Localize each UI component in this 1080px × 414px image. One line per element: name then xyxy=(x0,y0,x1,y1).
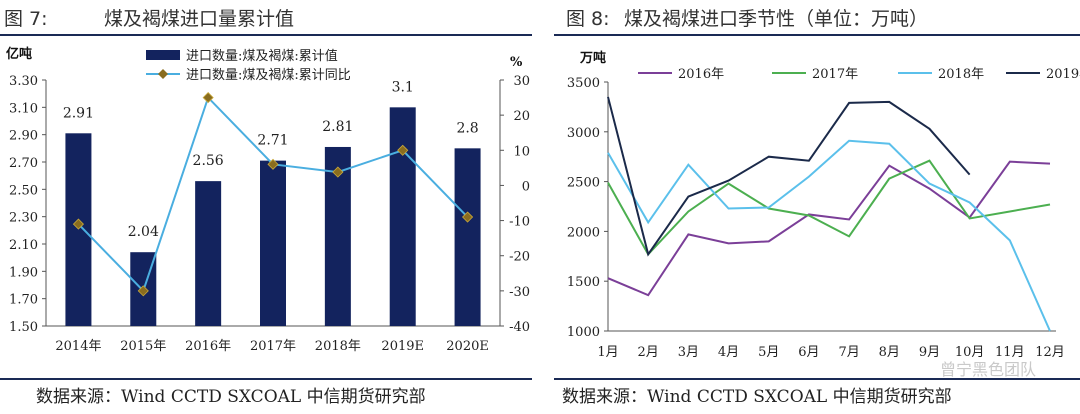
x-tick-label: 7月 xyxy=(838,345,859,360)
right-tick-label: -40 xyxy=(509,320,530,335)
legend-label: 2017年 xyxy=(812,67,858,82)
legend-line-label: 进口数量:煤及褐煤:累计同比 xyxy=(186,68,351,83)
yoy-marker-2018年 xyxy=(332,166,344,178)
left-tick-label: 2.30 xyxy=(9,211,38,226)
bar-data-label: 2.71 xyxy=(257,133,288,149)
left-tick-label: 1.50 xyxy=(9,320,38,335)
y-tick-label: 3000 xyxy=(567,126,600,141)
y-tick-label: 2000 xyxy=(567,225,600,240)
x-tick-label: 2016年 xyxy=(185,339,231,354)
y-tick-label: 1500 xyxy=(567,275,600,290)
left-tick-label: 1.70 xyxy=(9,293,38,308)
bar-2019E xyxy=(389,107,416,326)
yoy-marker-2014年 xyxy=(72,218,84,230)
source-note: 数据来源：Wind CCTD SXCOAL 中信期货研究部 xyxy=(562,387,952,407)
seasonal-import-chart: 万吨 1000 1500 2000 2500 3000 3500 1月 2月 3月 4月 5月 6月 7月… xyxy=(567,50,1080,360)
x-tick-label: 11月 xyxy=(995,345,1025,360)
x-tick-label: 2015年 xyxy=(120,339,166,354)
left-tick-label: 2.10 xyxy=(9,238,38,253)
bar-2017年 xyxy=(260,160,286,326)
left-tick-label: 2.90 xyxy=(9,129,38,144)
y-tick-label: 1000 xyxy=(567,325,600,340)
yoy-marker-2015年 xyxy=(137,285,149,297)
x-tick-label: 12月 xyxy=(1035,345,1065,360)
series-line-2018年 xyxy=(607,139,1051,332)
figure-8-title: 煤及褐煤进口季节性（单位：万吨） xyxy=(624,8,929,30)
bar-data-label: 2.8 xyxy=(456,120,478,136)
x-tick-label: 6月 xyxy=(798,345,819,360)
x-tick-label: 4月 xyxy=(718,345,739,360)
title-rule xyxy=(554,34,1080,36)
yoy-marker-2019E xyxy=(397,144,409,156)
y-axis-unit: 万吨 xyxy=(579,50,606,66)
title-rule xyxy=(0,34,532,36)
x-tick-label: 9月 xyxy=(919,345,940,360)
right-tick-label: 10 xyxy=(513,144,530,159)
left-tick-label: 3.30 xyxy=(9,74,38,89)
y-tick-label: 2500 xyxy=(567,176,600,191)
figure-8-label: 图 8: xyxy=(566,8,610,30)
bar-2020E xyxy=(454,148,481,326)
bar-data-label: 2.81 xyxy=(322,119,353,135)
bar-data-label: 2.91 xyxy=(63,105,94,121)
left-tick-label: 3.10 xyxy=(9,101,38,116)
legend-bar-swatch xyxy=(146,50,180,60)
x-tick-label: 2014年 xyxy=(55,339,101,354)
left-tick-label: 2.50 xyxy=(9,183,38,198)
left-tick-label: 1.90 xyxy=(9,265,38,280)
legend-bar-label: 进口数量:煤及褐煤:累计值 xyxy=(186,48,338,64)
legend-label: 2019年 xyxy=(1046,67,1080,82)
left-tick-label: 2.70 xyxy=(9,156,38,171)
source-note: 数据来源：Wind CCTD SXCOAL 中信期货研究部 xyxy=(36,387,426,407)
watermark: 曾宁黑色团队 xyxy=(939,360,1036,379)
x-tick-label: 2019E xyxy=(381,339,424,354)
yoy-marker-2017年 xyxy=(267,158,279,170)
bar-data-label: 2.04 xyxy=(128,224,159,240)
right-tick-label: 0 xyxy=(522,179,530,194)
x-tick-label: 2020E xyxy=(446,339,489,354)
import-volume-chart: 亿吨%1.501.701.902.102.302.502.702.903.103… xyxy=(6,46,530,354)
legend-label: 2016年 xyxy=(678,67,724,82)
figure-8-panel: 图 8: 煤及褐煤进口季节性（单位：万吨） 万吨 1000 1500 2000 2500… xyxy=(540,0,1080,414)
x-tick-label: 2018年 xyxy=(315,339,361,354)
x-tick-label: 8月 xyxy=(879,345,900,360)
series-line-2019年 xyxy=(607,96,971,257)
series-line-2016年 xyxy=(607,160,1051,297)
right-tick-label: -30 xyxy=(509,285,530,300)
x-tick-label: 2017年 xyxy=(250,339,296,354)
right-tick-label: 20 xyxy=(513,109,530,124)
bottom-rule xyxy=(554,378,1080,380)
figure-7-label: 图 7: xyxy=(4,8,48,30)
bar-data-label: 3.1 xyxy=(392,79,414,95)
figure-7-title: 煤及褐煤进口量累计值 xyxy=(104,8,295,30)
left-axis-unit: 亿吨 xyxy=(6,46,32,62)
bar-2016年 xyxy=(195,181,222,326)
right-tick-label: 30 xyxy=(513,74,530,89)
legend-label: 2018年 xyxy=(938,67,984,82)
right-axis-unit: % xyxy=(510,55,523,70)
x-tick-label: 5月 xyxy=(758,345,779,360)
right-tick-label: -20 xyxy=(509,250,530,265)
x-tick-label: 10月 xyxy=(955,345,985,360)
x-tick-label: 3月 xyxy=(678,345,699,360)
figure-7-panel: 图 7: 煤及褐煤进口量累计值 亿吨% 1.50 1.70 1.90 2.10 2.30 2… xyxy=(0,8,532,407)
bottom-rule xyxy=(0,378,532,380)
legend-line-marker xyxy=(158,69,168,79)
x-tick-label: 1月 xyxy=(597,345,618,360)
x-tick-label: 2月 xyxy=(638,345,659,360)
yoy-marker-2016年 xyxy=(202,92,214,104)
bar-data-label: 2.56 xyxy=(193,153,224,169)
right-tick-label: -10 xyxy=(509,215,530,230)
y-tick-label: 3500 xyxy=(567,76,600,91)
series-line-2017年 xyxy=(607,159,1051,256)
yoy-marker-2020E xyxy=(462,211,474,223)
